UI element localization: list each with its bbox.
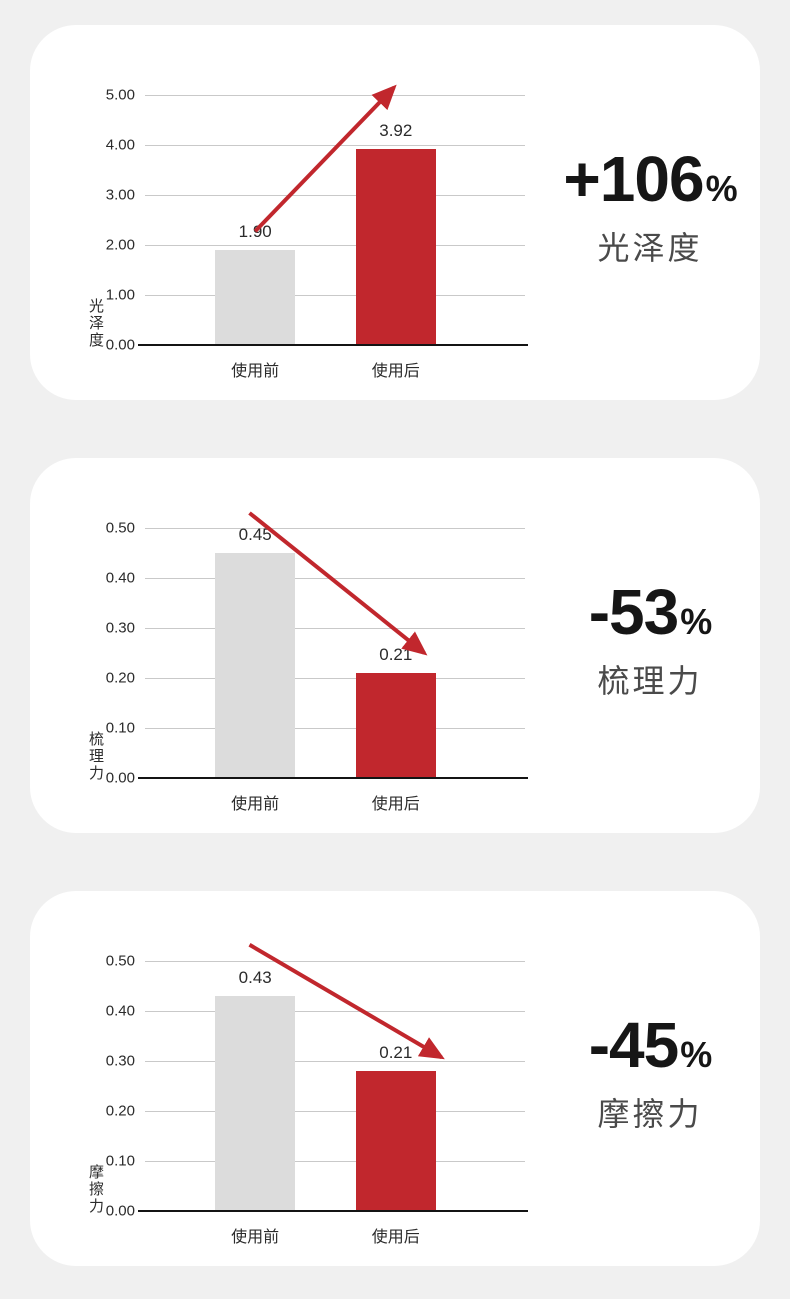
y-tick-label: 0.20 (105, 669, 135, 687)
y-tick-label: 3.00 (105, 186, 135, 204)
combing-force-stat-number: -53% (555, 580, 745, 644)
gridline (145, 728, 525, 729)
bar-value-label: 3.92 (379, 121, 413, 140)
gridline (145, 295, 525, 296)
y-tick-label: 5.00 (105, 86, 135, 104)
y-tick-label: 0.50 (105, 952, 135, 970)
y-axis-title: 光泽度 (87, 298, 104, 349)
friction-force-card: 0.00 0.10 0.20 0.30 0.40 0.50 0.43 使用前 0.21 使用后 摩擦… (30, 891, 760, 1266)
y-tick-label: 0.40 (105, 569, 135, 587)
category-label: 使用后 (371, 796, 420, 813)
gridline (145, 578, 525, 579)
x-axis-line (138, 1210, 528, 1212)
friction-force-stat-label: 摩擦力 (597, 1096, 703, 1132)
combing-force-stat-label: 梳理力 (597, 663, 703, 699)
y-axis-title: 摩擦力 (87, 1164, 104, 1215)
gridline (145, 628, 525, 629)
y-axis-title: 梳理力 (87, 731, 104, 782)
bar-before-use (215, 250, 296, 345)
gloss-card: 0.00 1.00 2.00 3.00 4.00 5.00 1.90 使用前 3.92 使用后 光泽… (30, 25, 760, 400)
gridline (145, 1111, 525, 1112)
friction-force-stat-block: -45% 摩擦力 (555, 1013, 745, 1135)
y-tick-label: 0.30 (105, 619, 135, 637)
trend-arrow-icon (253, 84, 397, 233)
trend-arrow-icon (248, 511, 428, 656)
category-label: 使用前 (231, 796, 280, 813)
y-tick-label: 0.00 (105, 336, 135, 354)
stat-value-text: -53 (588, 576, 679, 648)
gridline (145, 145, 525, 146)
gridline (145, 245, 525, 246)
gloss-bar-chart: 0.00 1.00 2.00 3.00 4.00 5.00 1.90 使用前 3.92 使用后 光泽… (87, 84, 528, 380)
gridline (145, 195, 525, 196)
gloss-stat-block: +106% 光泽度 (555, 147, 745, 269)
bar-after-use (355, 1071, 436, 1211)
y-tick-label: 0.50 (105, 519, 135, 537)
combing-force-bar-chart: 0.00 0.10 0.20 0.30 0.40 0.50 0.45 使用前 0.21 使用后 梳理… (87, 511, 528, 813)
gridline (145, 95, 525, 96)
category-label: 使用后 (371, 363, 420, 380)
friction-force-bar-chart: 0.00 0.10 0.20 0.30 0.40 0.50 0.43 使用前 0.21 使用后 摩擦… (87, 943, 528, 1246)
stat-value-text: +106 (563, 143, 704, 215)
gridline (145, 1161, 525, 1162)
percent-sign: % (680, 601, 712, 642)
y-tick-label: 4.00 (105, 136, 135, 154)
category-label: 使用前 (231, 363, 280, 380)
bar-after-use (355, 673, 436, 778)
bar-value-label: 0.21 (379, 1043, 413, 1062)
gridline (145, 1011, 525, 1012)
combing-force-card: 0.00 0.10 0.20 0.30 0.40 0.50 0.45 使用前 0.21 使用后 梳理… (30, 458, 760, 833)
stat-value-text: -45 (588, 1009, 679, 1081)
percent-sign: % (680, 1034, 712, 1075)
x-axis-line (138, 344, 528, 346)
gloss-stat-label: 光泽度 (597, 230, 703, 266)
y-tick-label: 1.00 (105, 286, 135, 304)
category-label: 使用前 (231, 1229, 280, 1246)
y-tick-label: 0.20 (105, 1102, 135, 1120)
percent-sign: % (705, 168, 738, 209)
combing-force-stat-block: -53% 梳理力 (555, 580, 745, 702)
y-tick-label: 2.00 (105, 236, 135, 254)
bar-value-label: 0.43 (238, 968, 272, 987)
bar-before-use (215, 996, 296, 1211)
friction-force-stat-number: -45% (555, 1013, 745, 1077)
y-tick-label: 0.40 (105, 1002, 135, 1020)
bar-after-use (355, 149, 436, 345)
y-tick-label: 0.30 (105, 1052, 135, 1070)
gridline (145, 678, 525, 679)
y-tick-label: 0.10 (105, 1152, 135, 1170)
bar-value-label: 1.90 (238, 222, 272, 241)
y-tick-label: 0.00 (105, 769, 135, 787)
bar-before-use (215, 553, 296, 778)
y-tick-label: 0.00 (105, 1202, 135, 1220)
category-label: 使用后 (371, 1229, 420, 1246)
gloss-stat-number: +106% (555, 147, 745, 211)
gridline (145, 1061, 525, 1062)
x-axis-line (138, 777, 528, 779)
gridline (145, 528, 525, 529)
gridline (145, 961, 525, 962)
bar-value-label: 0.45 (238, 525, 272, 544)
trend-arrow-icon (248, 943, 445, 1060)
y-tick-label: 0.10 (105, 719, 135, 737)
